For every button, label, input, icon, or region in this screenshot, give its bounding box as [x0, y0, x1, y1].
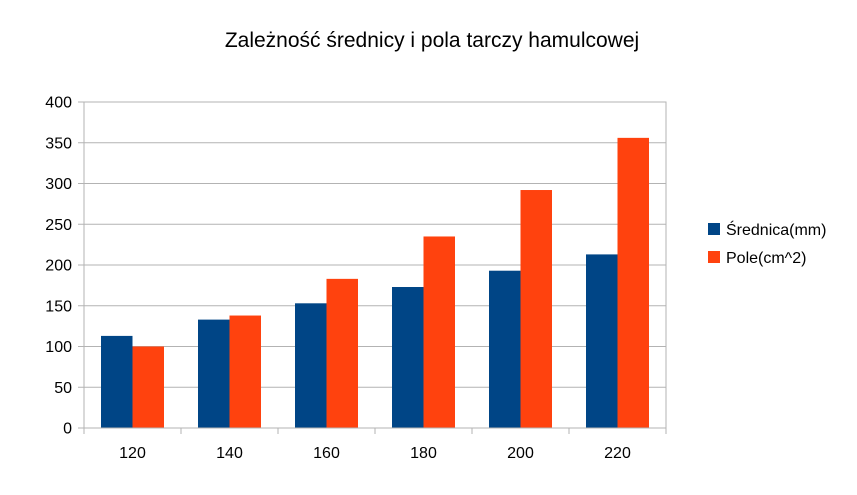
legend-swatch	[708, 251, 720, 263]
bar-pole-120	[132, 346, 164, 428]
grid	[78, 101, 667, 434]
y-tick-label: 350	[45, 135, 72, 152]
x-tick-label: 180	[410, 445, 437, 462]
x-tick-label: 200	[507, 445, 534, 462]
bar-srednica-200	[489, 270, 521, 428]
legend-label: Średnica(mm)	[726, 220, 826, 239]
y-tick-label: 250	[45, 217, 72, 234]
y-tick-label: 200	[45, 258, 72, 275]
x-tick-label: 120	[119, 445, 146, 462]
bar-srednica-140	[198, 319, 230, 428]
y-tick-label: 150	[45, 298, 72, 315]
y-tick-label: 0	[63, 421, 72, 438]
legend-label: Pole(cm^2)	[726, 250, 806, 267]
bar-pole-140	[229, 315, 261, 428]
bar-srednica-160	[295, 303, 327, 428]
legend-swatch	[708, 223, 720, 235]
axes	[83, 101, 667, 429]
legend: Średnica(mm) Pole(cm^2)	[708, 220, 826, 267]
bar-pole-180	[423, 236, 455, 428]
y-tick-label: 50	[54, 380, 72, 397]
bar-pole-220	[617, 137, 649, 429]
y-tick-label: 400	[45, 95, 72, 112]
chart-title: Zależność średnicy i pola tarczy hamulco…	[225, 29, 639, 52]
bar-srednica-220	[586, 254, 618, 428]
bar-pole-200	[520, 190, 552, 428]
bars	[101, 137, 649, 429]
x-tick-label: 220	[604, 445, 631, 462]
bar-srednica-120	[101, 335, 133, 428]
y-tick-label: 100	[45, 339, 72, 356]
y-tick-label: 300	[45, 176, 72, 193]
plot-border	[83, 101, 667, 429]
x-tick-labels: 120 140 160 180 200 220	[119, 445, 631, 462]
bar-srednica-180	[392, 287, 424, 428]
x-tick-label: 140	[216, 445, 243, 462]
y-tick-labels: 0 50 100 150 200 250 300 350 400	[45, 95, 72, 438]
bar-pole-160	[326, 278, 358, 428]
x-tick-label: 160	[313, 445, 340, 462]
